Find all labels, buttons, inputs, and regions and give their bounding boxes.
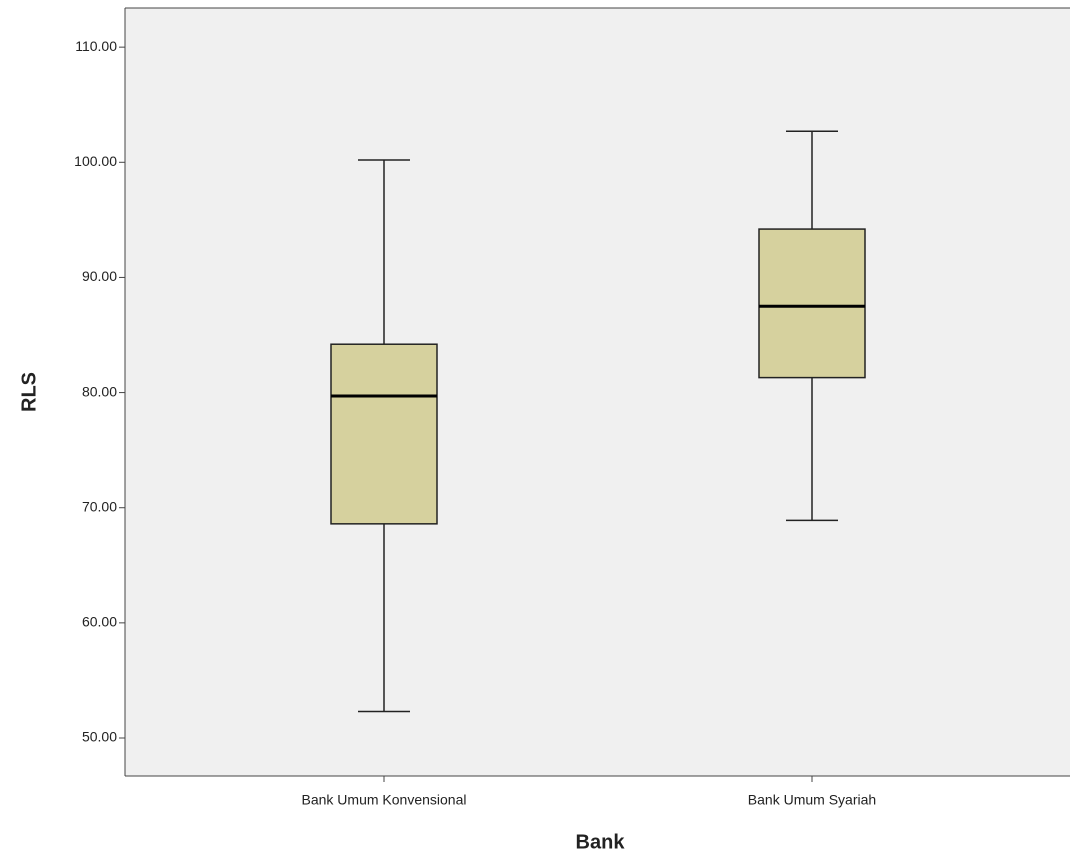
y-tick-label: 90.00	[82, 268, 117, 284]
y-axis-title: RLS	[18, 372, 40, 412]
x-tick-label: Bank Umum Syariah	[748, 792, 876, 808]
y-tick-label: 50.00	[82, 729, 117, 745]
y-tick-label: 80.00	[82, 383, 117, 399]
y-tick-label: 110.00	[75, 38, 117, 54]
box	[758, 228, 866, 379]
plot-area	[125, 8, 1070, 776]
box	[330, 343, 438, 525]
y-tick-label: 100.00	[74, 153, 117, 169]
x-axis-title: Bank	[576, 831, 626, 853]
y-tick-label: 60.00	[82, 614, 117, 630]
x-tick-label: Bank Umum Konvensional	[302, 792, 467, 808]
y-tick-label: 70.00	[82, 498, 117, 514]
